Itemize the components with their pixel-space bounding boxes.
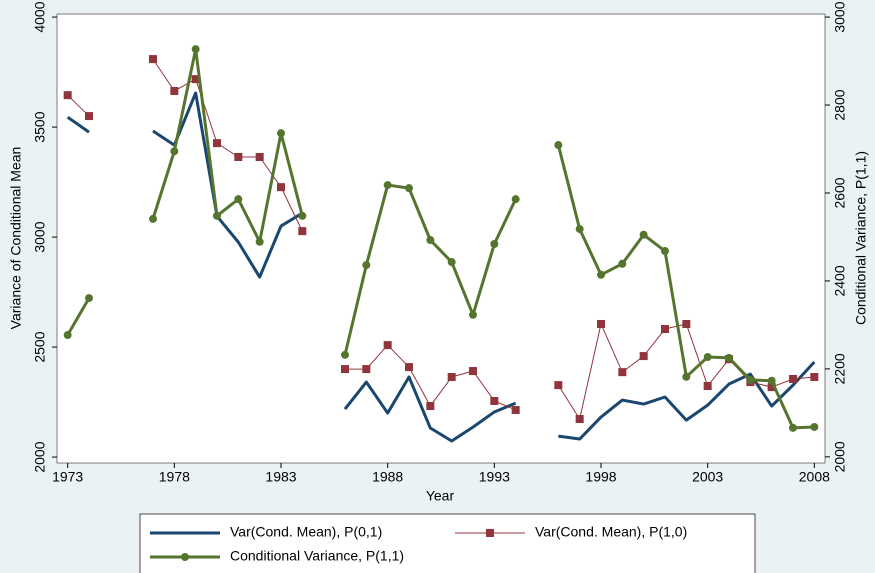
legend [139, 513, 756, 573]
data-point [767, 383, 776, 392]
y-tick-label: 2000 [32, 441, 48, 472]
plot-area [56, 13, 826, 464]
x-axis-title: Year [426, 488, 455, 504]
data-point [511, 195, 520, 204]
y-axis-title: Variance of Conditional Mean [8, 147, 24, 330]
legend-label: Conditional Variance, P(1,1) [230, 548, 404, 564]
data-point [85, 294, 93, 303]
y-tick-label: 4000 [32, 1, 48, 32]
legend-marker [486, 529, 494, 537]
data-point [575, 415, 584, 424]
x-tick-label: 1978 [159, 469, 190, 485]
data-point [682, 372, 691, 381]
data-point [767, 376, 776, 385]
data-point [149, 55, 157, 64]
data-point [469, 367, 477, 376]
data-point [405, 184, 413, 193]
data-point [298, 227, 307, 236]
data-point [639, 230, 648, 239]
y-tick-label: 3500 [32, 111, 48, 142]
data-point [725, 353, 733, 362]
series-line [66, 91, 816, 443]
data-point [597, 270, 605, 279]
data-point [362, 365, 371, 374]
data-point [789, 374, 797, 383]
y2-tick-label: 2600 [832, 177, 848, 208]
data-point [234, 152, 243, 161]
y2-tick-label: 2200 [832, 353, 848, 384]
data-point [490, 239, 499, 248]
y-tick-label: 2500 [32, 331, 48, 362]
data-point [149, 214, 157, 223]
data-point [341, 365, 349, 374]
data-point [255, 152, 264, 161]
data-point [341, 350, 349, 359]
data-point [277, 129, 285, 138]
x-tick-label: 1998 [585, 469, 616, 485]
data-point [213, 211, 221, 220]
x-tick-label: 1993 [479, 469, 510, 485]
data-point [213, 139, 221, 148]
data-point [554, 141, 563, 150]
data-point [405, 363, 413, 372]
data-point [63, 331, 72, 340]
x-tick-label: 1973 [52, 469, 83, 485]
data-point [85, 112, 93, 121]
data-point [447, 258, 456, 267]
x-tick-label: 1988 [372, 469, 403, 485]
data-point [511, 405, 520, 414]
data-point [191, 45, 200, 54]
legend-label: Var(Cond. Mean), P(1,0) [535, 524, 687, 540]
data-point [597, 319, 605, 328]
data-point [703, 382, 712, 391]
x-tick-label: 2008 [799, 469, 830, 485]
y2-tick-label: 3000 [832, 1, 848, 32]
data-point [810, 422, 819, 431]
series-line [66, 47, 815, 430]
data-point [234, 195, 243, 204]
y-tick-label: 3000 [32, 221, 48, 252]
data-point [298, 211, 307, 220]
data-point [255, 237, 264, 246]
data-point [383, 341, 392, 350]
data-point [575, 225, 584, 234]
data-point [383, 181, 392, 190]
legend-label: Var(Cond. Mean), P(0,1) [230, 524, 382, 540]
data-point [682, 319, 691, 328]
data-point [810, 372, 819, 381]
data-point [277, 183, 285, 192]
data-point [426, 402, 435, 411]
data-point [490, 396, 499, 405]
data-point [618, 259, 627, 268]
y2-tick-label: 2800 [832, 89, 848, 120]
series-line [67, 58, 815, 420]
data-point [789, 423, 797, 432]
data-point [554, 381, 563, 390]
y2-tick-label: 2000 [832, 441, 848, 472]
data-point [639, 352, 648, 361]
data-point [426, 236, 435, 245]
data-point [170, 147, 179, 156]
legend-marker [181, 553, 189, 561]
x-tick-label: 2003 [692, 469, 723, 485]
data-point [661, 247, 669, 256]
x-tick-label: 1983 [265, 469, 296, 485]
data-point [170, 86, 179, 95]
data-point [618, 368, 627, 377]
data-point [703, 353, 712, 362]
data-point [362, 261, 371, 270]
data-point [63, 91, 72, 100]
data-point [746, 375, 755, 384]
data-point [469, 310, 477, 319]
y2-axis-title: Conditional Variance, P(1,1) [853, 151, 869, 325]
data-point [191, 75, 200, 84]
data-point [661, 325, 669, 334]
data-point [447, 372, 456, 381]
y2-tick-label: 2400 [832, 265, 848, 296]
